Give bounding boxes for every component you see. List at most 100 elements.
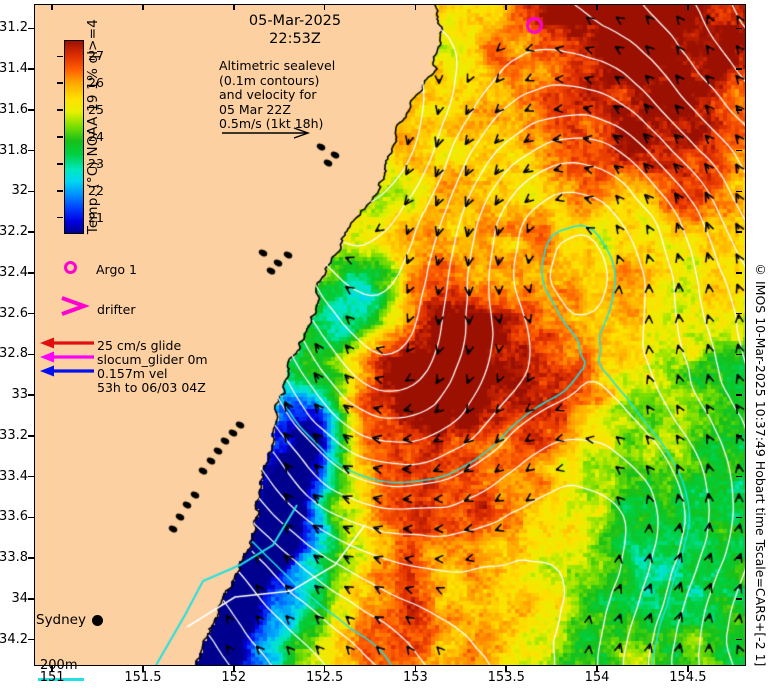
- y-axis-tick-label: 32.8: [0, 346, 28, 362]
- colorbar-tick-label: 26: [88, 75, 104, 91]
- altimetry-annotation: Altimetric sealevel (0.1m contours) and …: [219, 58, 336, 132]
- y-axis-tick-mark: [28, 272, 34, 274]
- date-time-stamp: 05-Mar-2025 22:53Z: [222, 12, 368, 48]
- legend-glide-label: 25 cm/s glide: [97, 338, 182, 353]
- stamp-time: 22:53Z: [269, 31, 321, 47]
- y-axis-tick-mark: [735, 435, 742, 437]
- colorbar-tick-label: 22: [88, 182, 104, 198]
- y-axis-tick-label: 31.4: [0, 61, 28, 77]
- y-axis-tick-mark: [28, 638, 34, 641]
- credit-text: © IMOS 10-Mar-2025 10:37:49 Hobart time …: [753, 261, 768, 666]
- x-axis-tick-label: 154: [584, 670, 610, 685]
- velocity-vectors-layer: [35, 5, 745, 665]
- x-axis-tick-mark: [142, 4, 144, 10]
- city-label-sydney: Sydney: [36, 612, 86, 628]
- y-axis-tick-mark: [735, 475, 742, 478]
- y-axis-tick-mark: [735, 638, 742, 641]
- y-axis-tick-label: 32.6: [0, 305, 28, 321]
- y-axis-tick-mark: [28, 312, 34, 315]
- legend-drifter-label: drifter: [97, 302, 136, 317]
- x-axis-tick-label: 152: [221, 670, 247, 685]
- y-axis-tick-mark: [28, 27, 34, 30]
- y-axis-tick-label: 33.6: [0, 509, 28, 525]
- y-axis-tick-mark: [28, 353, 34, 356]
- x-axis-tick-mark: [51, 666, 53, 672]
- y-axis-tick-label: 31.2: [0, 20, 28, 36]
- y-axis-tick-mark: [28, 557, 34, 559]
- legend-slocum-label: slocum_glider 0m: [97, 352, 208, 367]
- x-axis-tick-mark: [51, 4, 53, 10]
- y-axis-tick-mark: [735, 272, 742, 274]
- y-axis-tick-label: 33.2: [0, 427, 28, 443]
- x-axis-tick-mark: [142, 666, 144, 672]
- y-axis-tick-label: 34.2: [0, 631, 28, 647]
- glider-legend-arrows-icon: [40, 337, 94, 377]
- x-axis-tick-mark: [233, 4, 235, 10]
- isobath-scale-line: [38, 678, 84, 681]
- colorbar-tick-mark: [57, 82, 63, 84]
- y-axis-tick-label: 31.8: [0, 142, 28, 158]
- legend-vel-label: 0.157m vel: [97, 366, 168, 381]
- legend-vel-span-label: 53h to 06/03 04Z: [97, 380, 206, 395]
- x-axis-tick-mark: [505, 666, 507, 672]
- colorbar-tick-mark: [57, 136, 63, 138]
- y-axis-tick-mark: [735, 68, 742, 70]
- x-axis-tick-label: 153: [403, 670, 428, 685]
- argo-marker-icon: [64, 261, 77, 274]
- y-axis-tick-mark: [28, 190, 34, 193]
- y-axis-tick-label: 32: [11, 183, 28, 199]
- y-axis-tick-mark: [735, 149, 742, 152]
- colorbar-tick-label: 24: [88, 129, 104, 144]
- colorbar-tick-label: 23: [88, 155, 104, 171]
- x-axis-tick-mark: [323, 4, 326, 10]
- y-axis-tick-label: 33: [11, 387, 28, 403]
- x-axis-tick-mark: [687, 4, 689, 10]
- y-axis-tick-mark: [735, 394, 742, 396]
- x-axis-tick-mark: [505, 4, 507, 10]
- y-axis-tick-label: 32.2: [0, 224, 28, 240]
- isobath-scale-label: 200m: [40, 658, 78, 673]
- velocity-scale-arrow-icon: [222, 127, 311, 139]
- colorbar-tick-label: 25: [88, 102, 104, 118]
- y-axis-tick-mark: [28, 516, 34, 519]
- colorbar-tick-mark: [57, 217, 63, 219]
- map-plot-area[interactable]: [34, 4, 746, 666]
- credit-block: © IMOS 10-Mar-2025 10:37:49 Hobart time …: [753, 0, 768, 666]
- x-axis-tick-mark: [687, 666, 689, 672]
- legend-argo-label: Argo 1: [96, 262, 137, 277]
- y-axis-tick-label: 33.4: [0, 468, 28, 484]
- colorbar-tick-mark: [57, 109, 63, 111]
- y-axis-tick-mark: [28, 149, 34, 152]
- x-axis-tick-label: 152.5: [306, 670, 344, 685]
- y-axis-tick-mark: [735, 312, 742, 315]
- y-axis-tick-mark: [735, 557, 742, 559]
- drifter-chevron-icon: [61, 296, 90, 316]
- y-axis-tick-mark: [735, 190, 742, 193]
- x-axis-tick-mark: [414, 4, 417, 10]
- y-axis-tick-mark: [28, 231, 34, 233]
- city-marker-sydney: [92, 615, 103, 626]
- colorbar-tick-mark: [57, 163, 63, 165]
- y-axis-tick-mark: [28, 394, 34, 396]
- colorbar-tick-label: 27: [88, 48, 104, 64]
- x-axis-tick-label: 151: [39, 670, 65, 685]
- y-axis-tick-label: 31.6: [0, 101, 28, 117]
- x-axis-tick-label: 154.5: [669, 670, 707, 685]
- colorbar-tick-label: 21: [88, 209, 104, 225]
- y-axis-tick-mark: [28, 475, 34, 478]
- x-axis-tick-label: 151.5: [124, 670, 162, 685]
- y-axis-tick-label: 33.8: [0, 550, 28, 566]
- x-axis-tick-mark: [596, 4, 598, 10]
- y-axis-tick-mark: [735, 516, 742, 519]
- y-axis-tick-mark: [28, 109, 34, 111]
- x-axis-tick-mark: [596, 666, 598, 672]
- stamp-date: 05-Mar-2025: [248, 13, 342, 29]
- y-axis-tick-label: 32.4: [0, 264, 28, 280]
- y-axis-tick-mark: [735, 109, 742, 111]
- y-axis-tick-mark: [28, 435, 34, 437]
- x-axis-tick-label: 153.5: [487, 670, 525, 685]
- y-axis-tick-mark: [735, 598, 742, 600]
- x-axis-tick-mark: [233, 666, 235, 672]
- x-axis-tick-mark: [323, 666, 326, 672]
